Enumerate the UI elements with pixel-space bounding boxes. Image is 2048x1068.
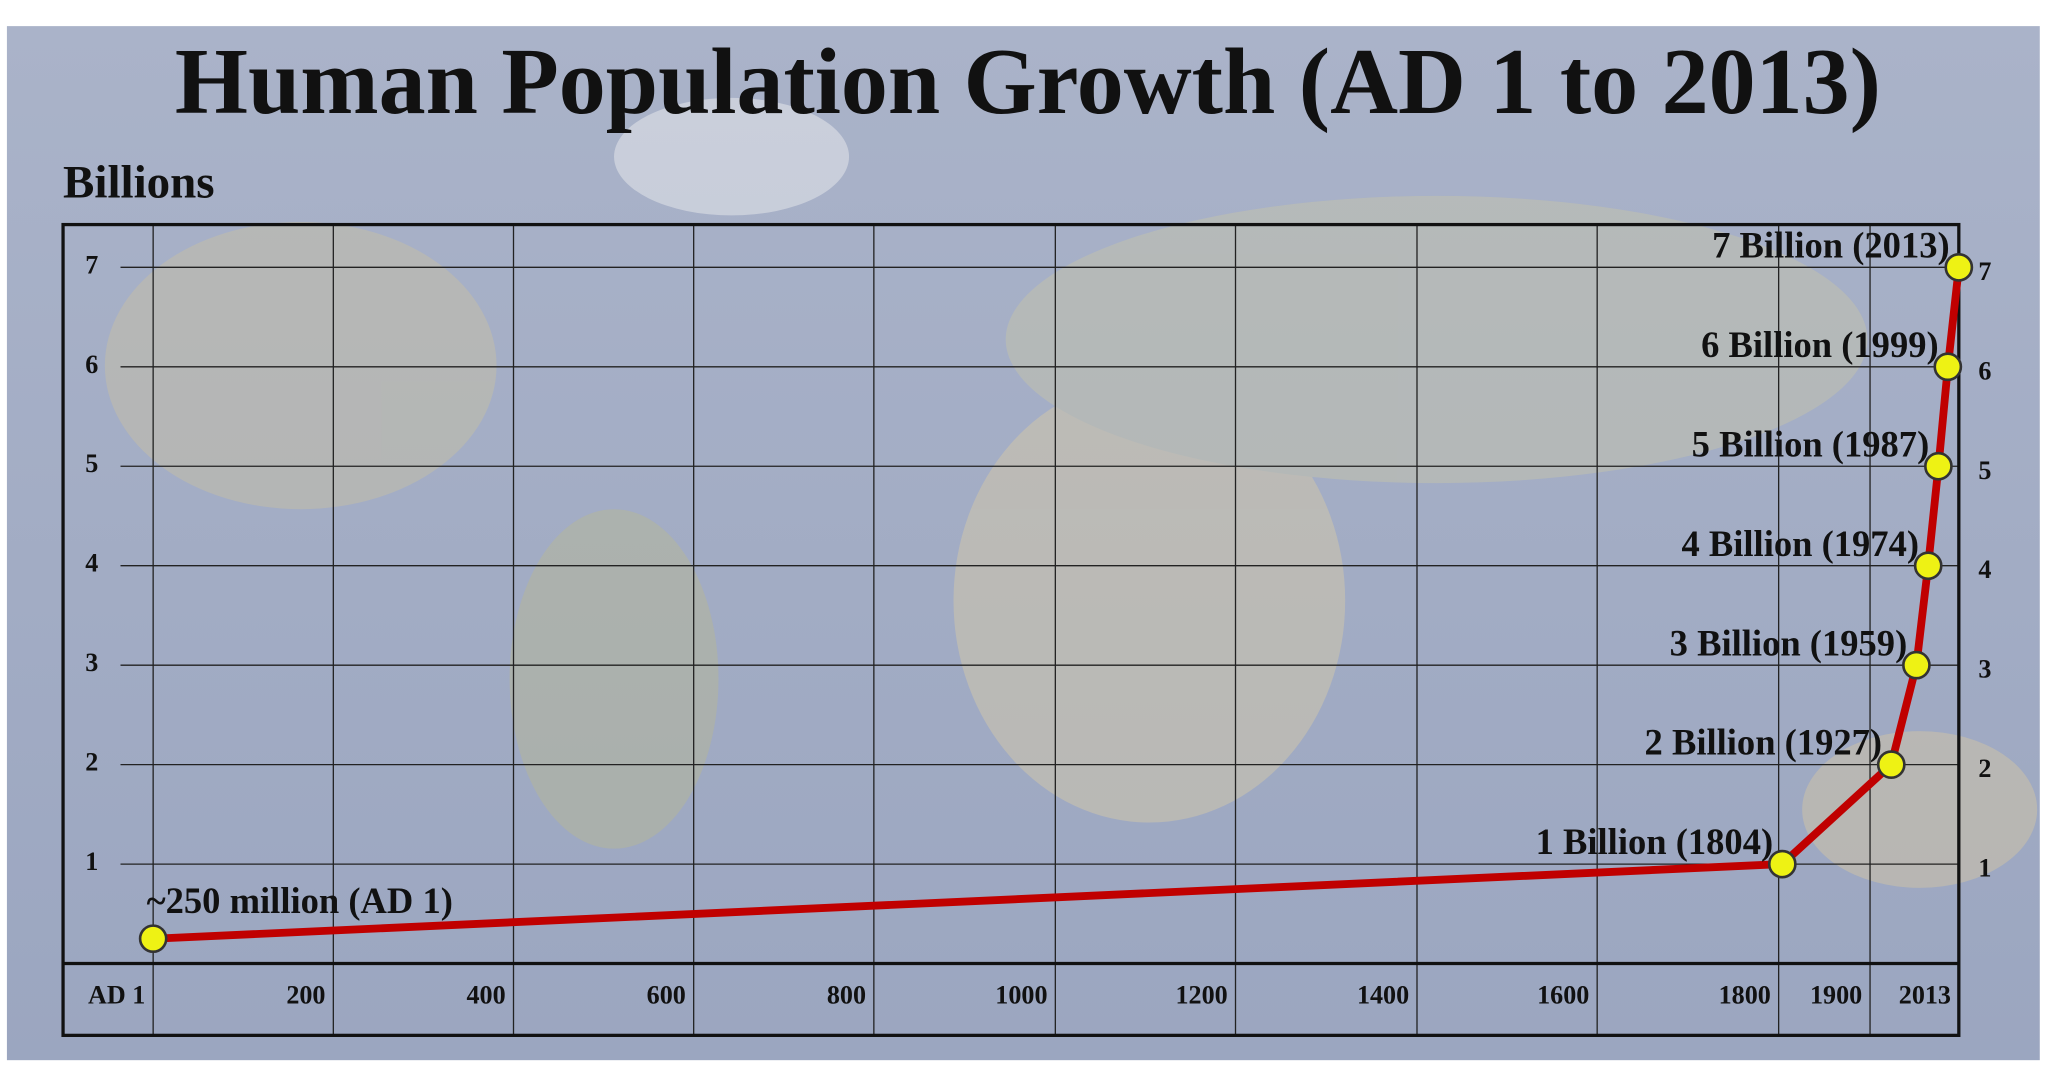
data-point [1767, 849, 1797, 879]
map-background [6, 26, 2040, 1061]
x-tick-label: 1200 [1175, 980, 1227, 1009]
plot-area [120, 224, 1960, 1036]
x-tick-label: 1900 [1810, 980, 1862, 1009]
frame [61, 222, 1961, 1037]
y-tick-label: 6 [85, 350, 98, 379]
y-tick-label: 1 [85, 847, 98, 876]
x-tick-label: 1400 [1357, 980, 1409, 1009]
y-tick-label-right: 4 [1978, 555, 1991, 584]
data-point [138, 924, 168, 954]
y-tick-label-right: 3 [1978, 655, 1991, 684]
y-tick-label-right: 1 [1978, 854, 1991, 883]
population-line [152, 266, 1963, 943]
y-tick-label: 2 [85, 748, 98, 777]
point-label: 5 Billion (1987) [1692, 423, 1930, 464]
point-label: 6 Billion (1999) [1701, 324, 1939, 365]
data-point [1902, 650, 1931, 680]
data-point [1913, 551, 1943, 581]
y-tick-label-right: 6 [1978, 356, 1991, 385]
y-axis-label: Billions [63, 156, 215, 208]
data-point [1876, 750, 1906, 779]
y-tick-label-right: 5 [1978, 456, 1991, 485]
y-tick-label-right: 2 [1978, 754, 1991, 783]
data-point [1944, 252, 1974, 282]
y-tick-label: 3 [85, 648, 98, 677]
x-tick-label: 1600 [1537, 980, 1589, 1009]
y-tick-label-right: 7 [1978, 257, 1991, 286]
x-tick-label: 1000 [995, 980, 1047, 1009]
point-label: 7 Billion (2013) [1712, 224, 1950, 265]
point-label: ~250 million (AD 1) [147, 880, 453, 921]
x-tick-label: 1800 [1719, 980, 1771, 1009]
x-tick-label: 600 [647, 980, 686, 1009]
point-label: 1 Billion (1804) [1536, 821, 1774, 862]
x-tick-label: 800 [827, 980, 866, 1009]
x-tick-label: 2013 [1899, 980, 1951, 1009]
y-tick-label: 4 [85, 549, 98, 578]
y-tick-label: 7 [85, 250, 98, 279]
y-tick-label: 5 [85, 449, 98, 478]
x-tick-label: 400 [466, 980, 505, 1009]
data-point [1924, 451, 1953, 481]
x-tick-label: 200 [286, 980, 325, 1009]
point-label: 4 Billion (1974) [1681, 523, 1919, 564]
point-label: 2 Billion (1927) [1645, 722, 1883, 763]
data-point [1933, 352, 1963, 382]
chart-title: Human Population Growth (AD 1 to 2013) [175, 30, 1881, 134]
point-label: 3 Billion (1959) [1670, 622, 1908, 663]
x-tick-label: AD 1 [88, 980, 145, 1009]
